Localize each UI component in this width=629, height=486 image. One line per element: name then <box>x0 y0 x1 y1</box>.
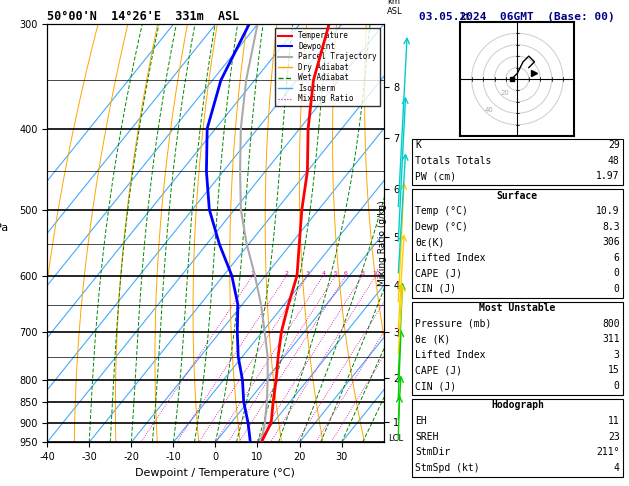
Text: 2: 2 <box>285 271 289 276</box>
Text: StmSpd (kt): StmSpd (kt) <box>415 463 480 473</box>
Text: 1: 1 <box>251 271 255 276</box>
Text: 8.3: 8.3 <box>602 222 620 232</box>
Text: 311: 311 <box>602 334 620 345</box>
Text: 50°00'N  14°26'E  331m  ASL: 50°00'N 14°26'E 331m ASL <box>47 10 240 23</box>
Text: 23: 23 <box>608 432 620 442</box>
Text: CAPE (J): CAPE (J) <box>415 268 462 278</box>
Text: Most Unstable: Most Unstable <box>479 303 555 313</box>
Text: 5: 5 <box>333 271 338 276</box>
Text: Pressure (mb): Pressure (mb) <box>415 319 491 329</box>
Text: SREH: SREH <box>415 432 438 442</box>
Text: 3: 3 <box>614 350 620 360</box>
Text: 48: 48 <box>608 156 620 166</box>
Text: 800: 800 <box>602 319 620 329</box>
Text: Surface: Surface <box>497 191 538 201</box>
Legend: Temperature, Dewpoint, Parcel Trajectory, Dry Adiabat, Wet Adiabat, Isotherm, Mi: Temperature, Dewpoint, Parcel Trajectory… <box>276 28 380 106</box>
Y-axis label: hPa: hPa <box>0 223 8 233</box>
Text: kt: kt <box>460 12 470 22</box>
Text: 0: 0 <box>614 268 620 278</box>
Text: CIN (J): CIN (J) <box>415 381 456 391</box>
Text: θε(K): θε(K) <box>415 237 445 247</box>
Text: © weatheronline.co.uk: © weatheronline.co.uk <box>461 471 574 480</box>
Text: 4: 4 <box>614 463 620 473</box>
X-axis label: Dewpoint / Temperature (°C): Dewpoint / Temperature (°C) <box>135 468 296 478</box>
Text: 15: 15 <box>608 365 620 376</box>
Text: km
ASL: km ASL <box>387 0 403 16</box>
Text: EH: EH <box>415 416 427 426</box>
Text: 40: 40 <box>484 107 493 113</box>
Text: Mixing Ratio (g/kg): Mixing Ratio (g/kg) <box>378 200 387 286</box>
Text: Totals Totals: Totals Totals <box>415 156 491 166</box>
Text: CIN (J): CIN (J) <box>415 284 456 294</box>
Text: 1.97: 1.97 <box>596 171 620 181</box>
Text: Lifted Index: Lifted Index <box>415 253 486 263</box>
Text: Lifted Index: Lifted Index <box>415 350 486 360</box>
Text: 20: 20 <box>501 90 509 96</box>
Text: PW (cm): PW (cm) <box>415 171 456 181</box>
Text: 03.05.2024  06GMT  (Base: 00): 03.05.2024 06GMT (Base: 00) <box>420 12 615 22</box>
Text: 6: 6 <box>344 271 348 276</box>
Text: CAPE (J): CAPE (J) <box>415 365 462 376</box>
Text: K: K <box>415 140 421 150</box>
Text: LCL: LCL <box>388 434 403 443</box>
Text: 306: 306 <box>602 237 620 247</box>
Text: 3: 3 <box>306 271 309 276</box>
Text: Temp (°C): Temp (°C) <box>415 206 468 216</box>
Text: Dewp (°C): Dewp (°C) <box>415 222 468 232</box>
Text: 29: 29 <box>608 140 620 150</box>
Text: 211°: 211° <box>596 447 620 457</box>
Text: 6: 6 <box>614 253 620 263</box>
Text: Hodograph: Hodograph <box>491 400 544 411</box>
Text: 0: 0 <box>614 381 620 391</box>
Text: 8: 8 <box>360 271 364 276</box>
Text: 4: 4 <box>321 271 325 276</box>
Text: 11: 11 <box>608 416 620 426</box>
Text: θε (K): θε (K) <box>415 334 450 345</box>
Text: 0: 0 <box>614 284 620 294</box>
Text: 10.9: 10.9 <box>596 206 620 216</box>
Text: 10: 10 <box>372 271 380 276</box>
Text: StmDir: StmDir <box>415 447 450 457</box>
